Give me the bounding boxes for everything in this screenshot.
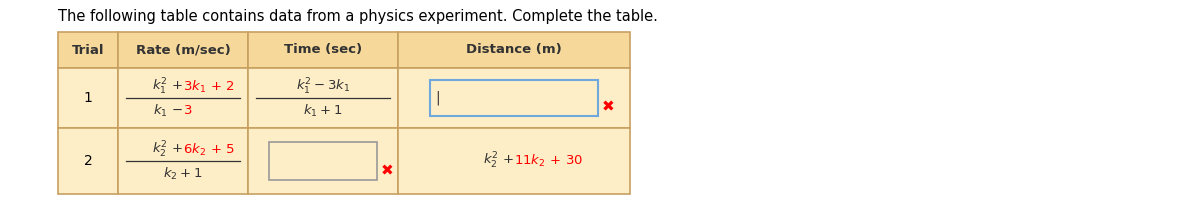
- Text: 1: 1: [84, 91, 92, 105]
- Bar: [248, 68, 398, 128]
- Text: The following table contains data from a physics experiment. Complete the table.: The following table contains data from a…: [58, 9, 658, 24]
- Text: Distance (m): Distance (m): [466, 44, 562, 57]
- Bar: [248, 128, 398, 194]
- Bar: [248, 32, 398, 68]
- Text: Rate (m/sec): Rate (m/sec): [136, 44, 230, 57]
- Bar: [118, 32, 248, 68]
- Text: $k_2 + 1$: $k_2 + 1$: [163, 166, 203, 182]
- Text: Time (sec): Time (sec): [284, 44, 362, 57]
- Text: $k_1^2\,+\,$: $k_1^2\,+\,$: [151, 77, 182, 97]
- Bar: [118, 128, 248, 194]
- Bar: [398, 32, 630, 68]
- Text: |: |: [436, 91, 440, 105]
- Text: $k_2^2\,+\,$: $k_2^2\,+\,$: [482, 151, 514, 171]
- Bar: [118, 68, 248, 128]
- Text: $3$: $3$: [182, 104, 192, 117]
- Bar: [58, 68, 118, 128]
- Text: $k_1 + 1$: $k_1 + 1$: [304, 103, 343, 119]
- Text: $k_2^2\,+\,$: $k_2^2\,+\,$: [151, 140, 182, 160]
- Text: ✖: ✖: [601, 99, 614, 114]
- Text: $k_1\,-\,$: $k_1\,-\,$: [152, 103, 182, 119]
- Bar: [398, 68, 630, 128]
- Text: ✖: ✖: [382, 163, 394, 178]
- Text: $6k_2\,+\,5$: $6k_2\,+\,5$: [182, 142, 235, 158]
- Bar: [398, 128, 630, 194]
- Bar: [58, 32, 118, 68]
- Bar: [431, 80, 598, 116]
- Text: $3k_1\,+\,2$: $3k_1\,+\,2$: [182, 79, 235, 95]
- Bar: [269, 142, 377, 180]
- Text: Trial: Trial: [72, 44, 104, 57]
- Bar: [58, 128, 118, 194]
- Text: $k_1^2 - 3k_1$: $k_1^2 - 3k_1$: [296, 77, 350, 97]
- Text: $11k_2\,+\,30$: $11k_2\,+\,30$: [514, 153, 583, 169]
- Text: 2: 2: [84, 154, 92, 168]
